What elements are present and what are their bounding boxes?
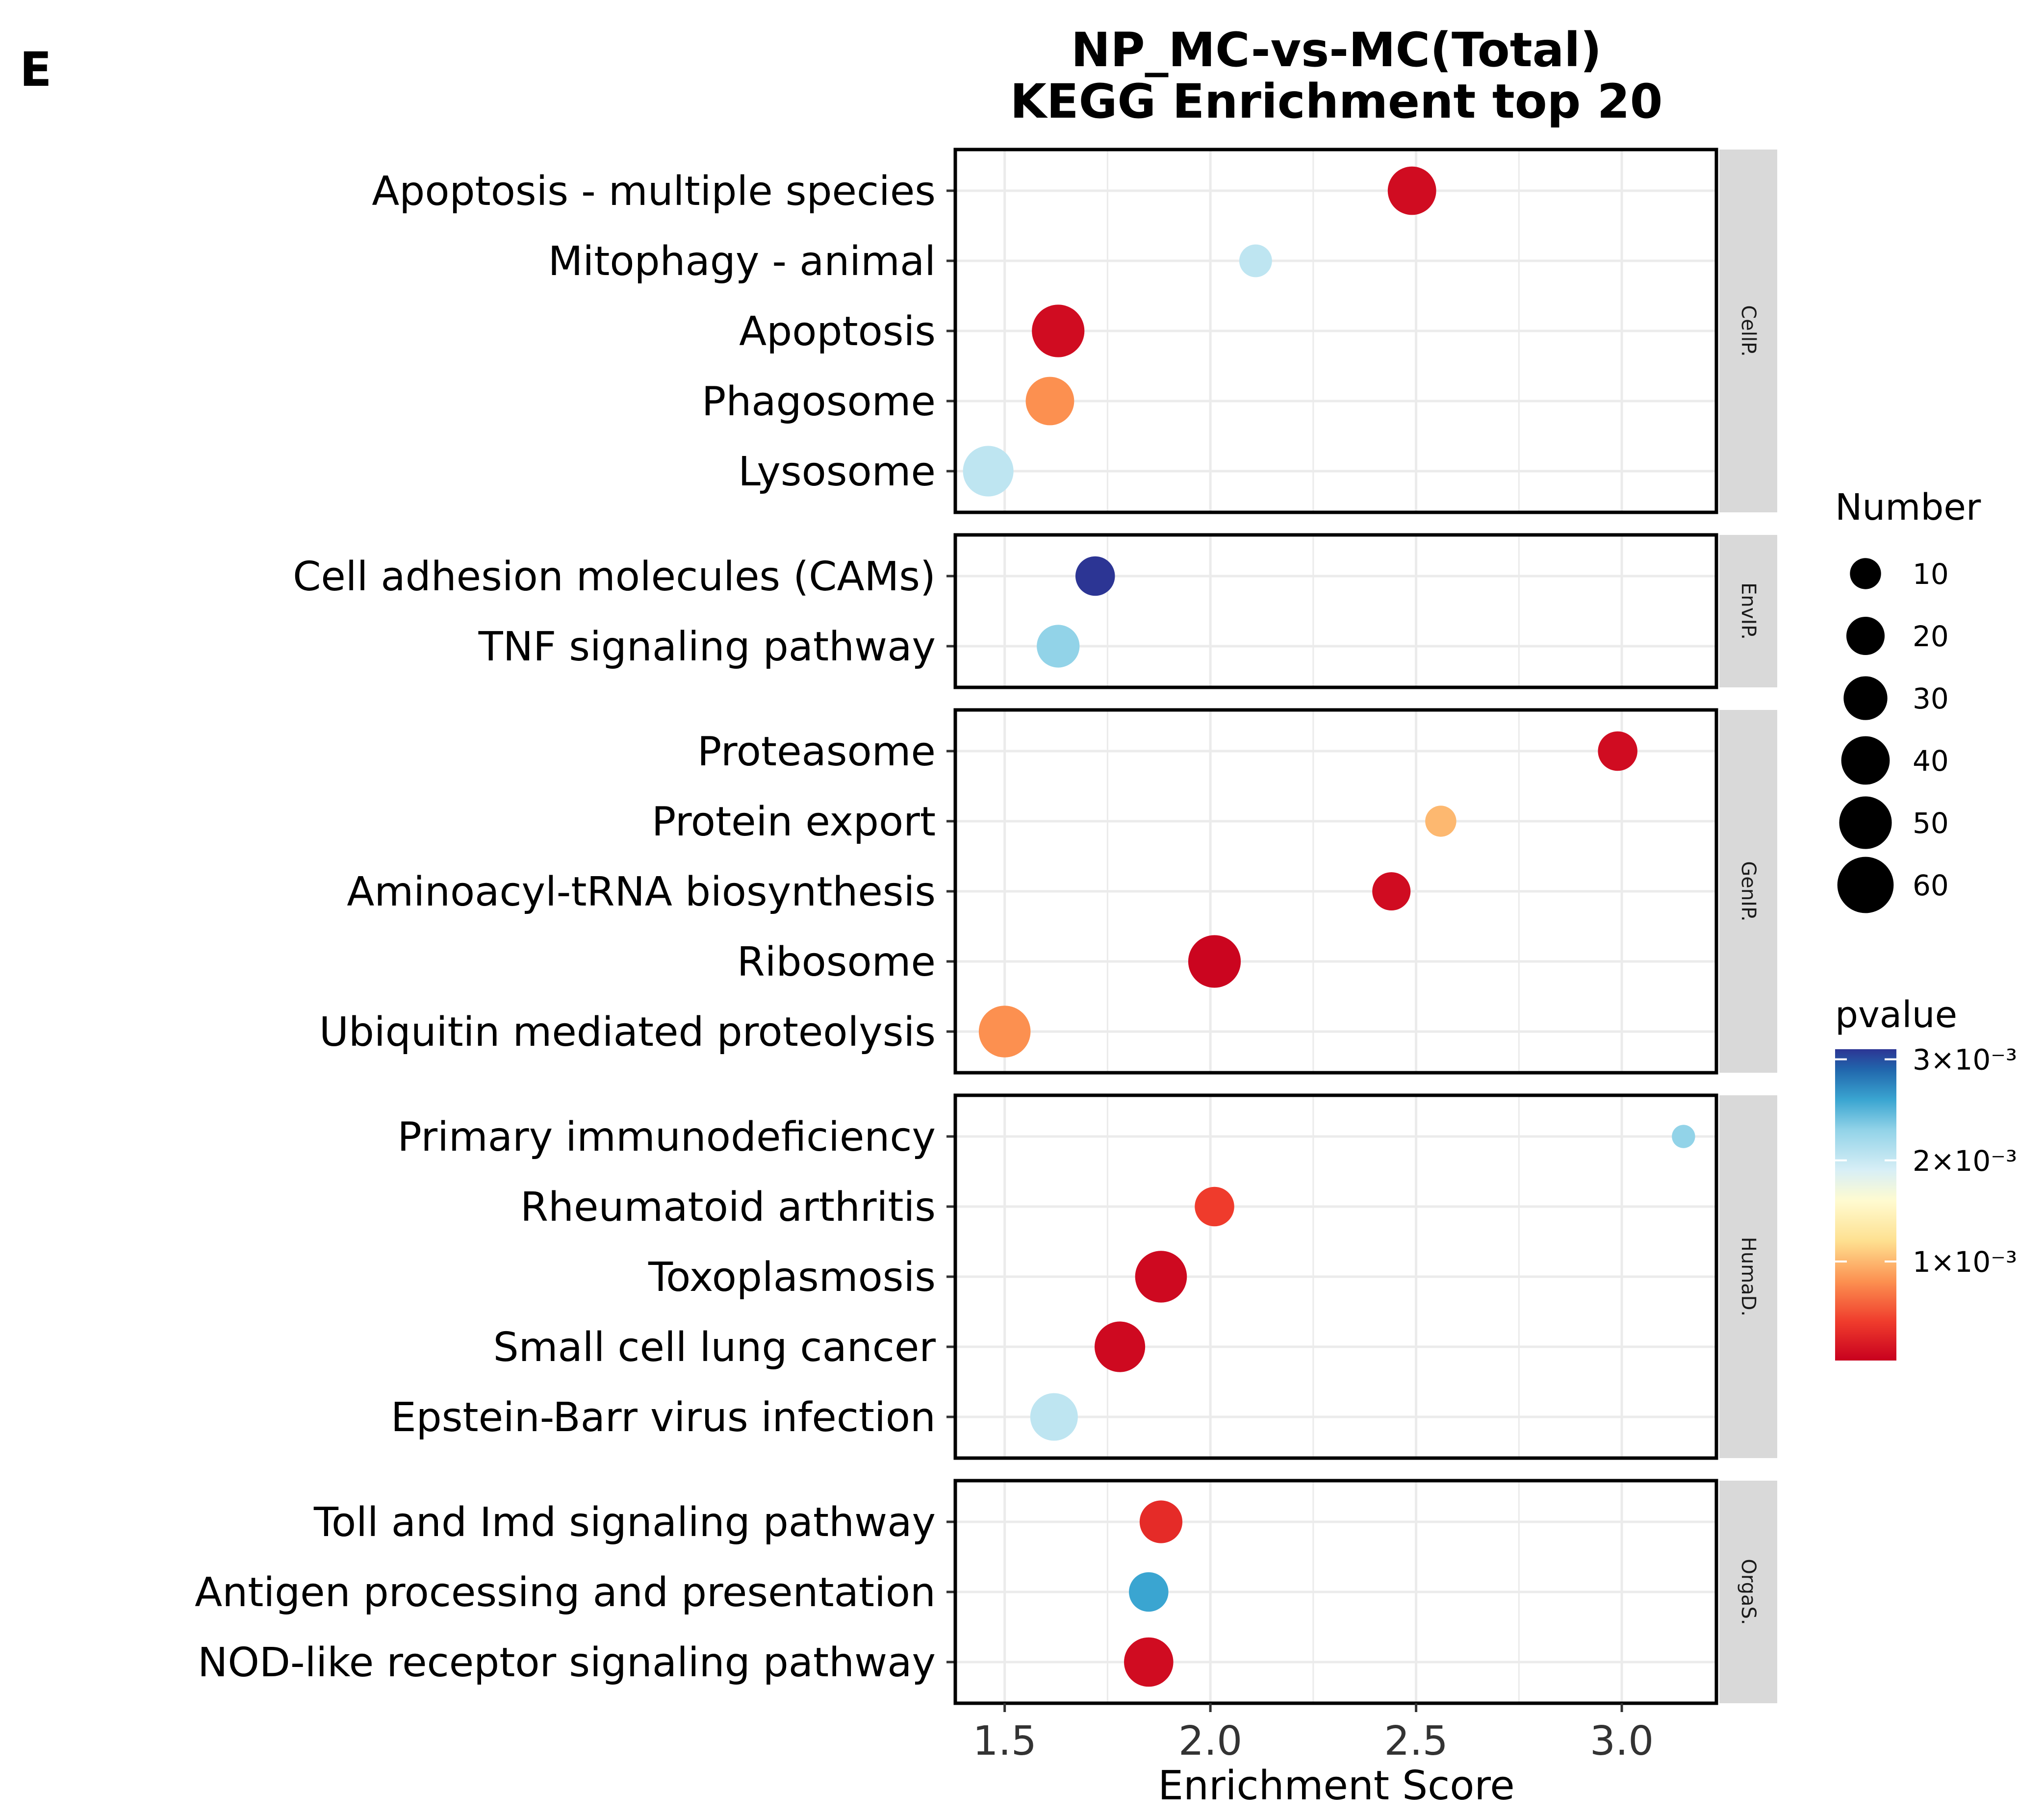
- category-label: Apoptosis: [739, 308, 936, 355]
- data-point: [1598, 731, 1637, 771]
- data-point: [1372, 872, 1411, 911]
- facet-strip-label: CellP.: [1737, 305, 1760, 356]
- category-label: Mitophagy - animal: [548, 238, 936, 285]
- data-point: [963, 446, 1014, 497]
- data-point: [1030, 1393, 1078, 1441]
- x-tick-label: 2.5: [1384, 1718, 1448, 1765]
- x-tick-label: 3.0: [1590, 1718, 1654, 1765]
- color-legend-title: pvalue: [1835, 994, 1957, 1036]
- data-point: [1139, 1500, 1183, 1543]
- facet-panel: Cell adhesion molecules (CAMs) TNF signal…: [293, 533, 1777, 689]
- data-point: [1025, 377, 1074, 426]
- color-legend: pvalue 1×10⁻³ 2×10⁻³ 3×10⁻³: [1835, 994, 2017, 1361]
- category-label: TNF signaling pathway: [478, 624, 936, 670]
- size-legend-title: Number: [1835, 486, 1981, 529]
- category-label: Phagosome: [702, 378, 936, 425]
- size-legend-label: 20: [1913, 620, 1949, 653]
- colorbar-label: 2×10⁻³: [1913, 1144, 2017, 1178]
- colorbar-label: 3×10⁻³: [1913, 1043, 2017, 1077]
- category-label: Toxoplasmosis: [648, 1254, 936, 1301]
- data-point: [978, 1006, 1031, 1058]
- category-label: Lysosome: [738, 449, 936, 495]
- size-legend-label: 10: [1913, 557, 1949, 591]
- size-legend-label: 40: [1913, 744, 1949, 778]
- data-point: [1387, 166, 1436, 215]
- category-label: Toll and Imd signaling pathway: [313, 1499, 936, 1546]
- chart-subtitle: KEGG Enrichment top 20: [1010, 74, 1663, 129]
- size-legend-label: 50: [1913, 807, 1949, 840]
- size-legend-key: [1839, 796, 1892, 849]
- data-point: [1124, 1637, 1174, 1687]
- x-axis: 1.5 2.0 2.5 3.0: [972, 1703, 1654, 1765]
- panel-border: [953, 708, 1718, 1075]
- data-point: [1037, 625, 1080, 668]
- data-point: [1239, 244, 1272, 277]
- data-point: [1195, 1186, 1234, 1227]
- category-label: Rheumatoid arthritis: [520, 1184, 936, 1231]
- category-label: Ribosome: [737, 939, 936, 985]
- data-point: [1188, 935, 1241, 988]
- data-point: [1135, 1251, 1187, 1303]
- facet-strip: [1719, 710, 1777, 1073]
- category-label: NOD-like receptor signaling pathway: [198, 1639, 936, 1686]
- panel-border: [953, 533, 1718, 689]
- size-legend-key: [1837, 857, 1894, 913]
- size-legend-label: 60: [1913, 869, 1949, 902]
- facet-strip: [1719, 1095, 1777, 1458]
- pvalue-colorbar: [1835, 1049, 1896, 1361]
- panel-border: [953, 148, 1718, 514]
- category-label: Aminoacyl-tRNA biosynthesis: [347, 869, 936, 915]
- category-label: Small cell lung cancer: [493, 1324, 936, 1371]
- facet-panel: Primary immunodeficiency Rheumatoid arthr…: [391, 1093, 1777, 1460]
- panel-label: E: [20, 42, 52, 97]
- facet-panel: Apoptosis - multiple species Mitophagy - …: [372, 148, 1777, 514]
- panel-border: [953, 1479, 1718, 1705]
- x-tick-label: 1.5: [972, 1718, 1036, 1765]
- data-point: [1095, 1321, 1146, 1372]
- plot-area: Apoptosis - multiple species Mitophagy - …: [195, 148, 1777, 1705]
- facet-strip-label: GenIP.: [1737, 861, 1760, 921]
- category-label: Protein export: [652, 799, 936, 845]
- size-legend-key: [1841, 736, 1890, 785]
- data-point: [1032, 304, 1085, 357]
- category-label: Epstein-Barr virus infection: [391, 1394, 936, 1441]
- data-point: [1075, 556, 1115, 596]
- category-label: Proteasome: [697, 729, 936, 775]
- x-axis-title: Enrichment Score: [1158, 1763, 1515, 1809]
- facet-strip-label: OrgaS.: [1737, 1559, 1760, 1625]
- facet-panel: Proteasome Protein export Aminoacyl-tRNA b…: [319, 708, 1777, 1075]
- category-label: Cell adhesion molecules (CAMs): [293, 554, 936, 600]
- category-label: Antigen processing and presentation: [195, 1569, 936, 1616]
- x-tick-label: 2.0: [1178, 1718, 1242, 1765]
- facet-strip-label: HumaD.: [1737, 1237, 1760, 1316]
- chart-title: NP_MC-vs-MC(Total): [1071, 23, 1602, 77]
- size-legend-key: [1846, 616, 1885, 656]
- category-label: Primary immunodeficiency: [397, 1114, 936, 1160]
- size-legend-label: 30: [1913, 682, 1949, 715]
- facet-strip: [1719, 1481, 1777, 1703]
- facet-strip: [1719, 150, 1777, 512]
- data-point: [1129, 1572, 1169, 1612]
- size-legend-key: [1843, 676, 1888, 720]
- panel-background: [955, 535, 1716, 687]
- facet-panel: Toll and Imd signaling pathway Antigen pr…: [195, 1479, 1777, 1705]
- category-label: Apoptosis - multiple species: [372, 168, 936, 215]
- facet-strip-label: EnvIP.: [1737, 582, 1760, 640]
- category-label: Ubiquitin mediated proteolysis: [319, 1009, 936, 1056]
- data-point: [1425, 806, 1456, 837]
- size-legend: Number 10 20 30 40 50 60: [1835, 486, 1981, 913]
- data-point: [1672, 1125, 1695, 1148]
- facet-strip: [1719, 535, 1777, 687]
- colorbar-label: 1×10⁻³: [1913, 1245, 2017, 1279]
- panel-border: [953, 1093, 1718, 1460]
- size-legend-key: [1850, 558, 1881, 589]
